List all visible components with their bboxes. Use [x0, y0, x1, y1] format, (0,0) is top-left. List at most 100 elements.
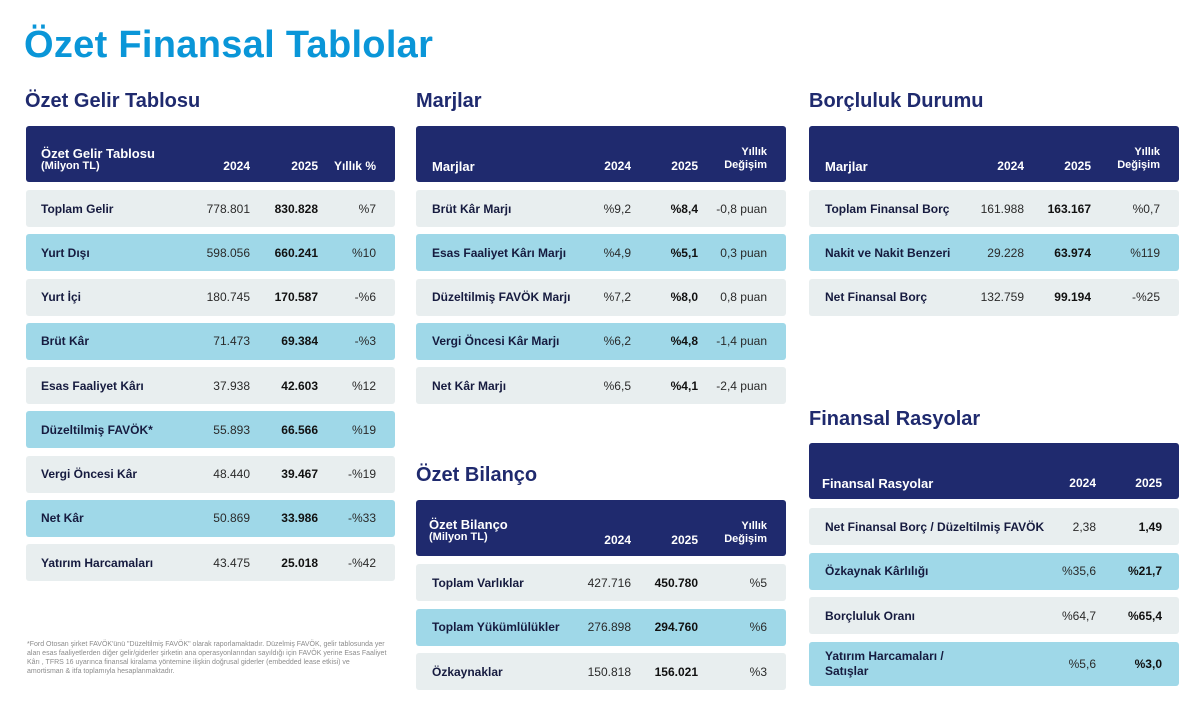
balance-table-row: Özkaynaklar 150.818 156.021 %3 — [416, 653, 786, 690]
income-header-label: Özet Gelir Tablosu (Milyon TL) — [41, 146, 155, 172]
income-row-label: Brüt Kâr — [41, 334, 90, 349]
ratios-section-title: Finansal Rasyolar — [809, 408, 981, 430]
balance-table-header: Özet Bilanço (Milyon TL) 2024 2025 Yıllı… — [416, 500, 786, 556]
balance-header-2024: 2024 — [604, 533, 631, 547]
income-row-v2024: 55.893 — [213, 422, 250, 437]
ratios-row-v2024: 2,38 — [1072, 519, 1096, 534]
margins-row-v2024: %6,2 — [603, 334, 631, 349]
margins-row-v2024: %7,2 — [603, 290, 631, 304]
ratios-row-v2024: %35,6 — [1061, 564, 1096, 578]
margins-table-row: Esas Faaliyet Kârı Marjı %4,9 %5,1 0,3 puan — [416, 234, 786, 272]
income-row-v2025: 660.241 — [274, 245, 318, 260]
debt-table-row: Net Finansal Borç 132.759 99.194 -%25 — [809, 278, 1179, 316]
margins-row-change: 0,3 puan — [720, 245, 767, 260]
footnote: *Ford Otosan şirket FAVÖK'ünü "Düzeltilm… — [27, 641, 387, 675]
debt-section-title: Borçluluk Durumu — [809, 90, 984, 112]
debt-header-2025: 2025 — [1064, 159, 1091, 173]
margins-header-2024: 2024 — [604, 159, 631, 173]
income-header-2025: 2025 — [291, 159, 318, 173]
income-row-v2024: 50.869 — [213, 511, 250, 526]
ratios-row-v2025: %21,7 — [1127, 564, 1162, 578]
ratios-header-2025: 2025 — [1135, 476, 1162, 490]
income-table-row: Esas Faaliyet Kârı 37.938 42.603 %12 — [26, 367, 395, 404]
income-row-change: -%33 — [347, 511, 376, 526]
margins-row-v2024: %9,2 — [603, 201, 631, 216]
income-row-change: -%3 — [354, 334, 376, 349]
income-row-change: %10 — [351, 245, 376, 260]
balance-table-row: Toplam Varlıklar 427.716 450.780 %5 — [416, 564, 786, 601]
ratios-row-label: Özkaynak Kârlılığı — [825, 564, 929, 578]
debt-row-label: Toplam Finansal Borç — [825, 201, 950, 216]
debt-table-header: Marjlar 2024 2025 Yıllık Değişim — [809, 126, 1179, 182]
income-row-change: -%6 — [354, 290, 376, 304]
ratios-row-v2024: %64,7 — [1061, 608, 1096, 623]
ratios-table-row: Özkaynak Kârlılığı %35,6 %21,7 — [809, 552, 1179, 590]
income-table-row: Vergi Öncesi Kâr 48.440 39.467 -%19 — [26, 455, 395, 493]
income-row-v2025: 39.467 — [281, 467, 318, 481]
income-row-label: Esas Faaliyet Kârı — [41, 378, 144, 393]
balance-header-2025: 2025 — [671, 533, 698, 547]
income-table-row: Toplam Gelir 778.801 830.828 %7 — [26, 190, 395, 227]
income-row-label: Yurt İçi — [41, 290, 82, 304]
balance-row-v2025: 294.760 — [654, 620, 698, 634]
ratios-row-label: Borçluluk Oranı — [825, 608, 916, 623]
balance-header-change: Yıllık Değişim — [724, 520, 767, 545]
income-row-v2024: 37.938 — [213, 378, 250, 393]
income-row-change: %19 — [351, 422, 376, 437]
balance-header-label: Özet Bilanço (Milyon TL) — [429, 517, 508, 543]
margins-table-row: Net Kâr Marjı %6,5 %4,1 -2,4 puan — [416, 367, 786, 404]
page-title: Özet Finansal Tablolar — [24, 24, 434, 66]
debt-row-v2025: 163.167 — [1047, 201, 1091, 216]
debt-header-label: Marjlar — [825, 159, 868, 174]
margins-row-label: Vergi Öncesi Kâr Marjı — [432, 334, 560, 349]
income-row-change: %7 — [358, 201, 376, 216]
balance-row-change: %3 — [749, 664, 767, 679]
ratios-table-row: Yatırım Harcamaları / Satışlar %5,6 %3,0 — [809, 641, 1179, 686]
ratios-row-label: Net Finansal Borç / Düzeltilmiş FAVÖK — [825, 519, 1045, 534]
debt-row-v2024: 132.759 — [980, 290, 1024, 304]
income-row-v2025: 830.828 — [274, 201, 318, 216]
margins-row-v2024: %4,9 — [603, 245, 631, 260]
margins-table-row: Brüt Kâr Marjı %9,2 %8,4 -0,8 puan — [416, 190, 786, 227]
income-row-v2025: 25.018 — [281, 555, 318, 570]
margins-row-v2025: %5,1 — [670, 245, 698, 260]
income-row-change: %12 — [351, 378, 376, 393]
income-header-2024: 2024 — [223, 159, 250, 173]
income-row-v2025: 170.587 — [274, 290, 318, 304]
margins-row-label: Esas Faaliyet Kârı Marjı — [432, 245, 567, 260]
income-table-row: Yatırım Harcamaları 43.475 25.018 -%42 — [26, 544, 395, 581]
margins-table-row: Vergi Öncesi Kâr Marjı %6,2 %4,8 -1,4 puan — [416, 322, 786, 360]
ratios-table-row: Net Finansal Borç / Düzeltilmiş FAVÖK 2,3… — [809, 508, 1179, 545]
margins-row-label: Düzeltilmiş FAVÖK Marjı — [432, 290, 571, 304]
income-row-label: Net Kâr — [41, 511, 84, 526]
income-row-change: -%42 — [347, 555, 376, 570]
income-row-label: Toplam Gelir — [41, 201, 114, 216]
ratios-row-v2024: %5,6 — [1068, 656, 1096, 671]
debt-table-row: Toplam Finansal Borç 161.988 163.167 %0,7 — [809, 190, 1179, 227]
margins-row-v2025: %8,4 — [670, 201, 698, 216]
balance-row-change: %5 — [749, 575, 767, 590]
debt-row-change: %119 — [1130, 245, 1160, 260]
margins-row-v2025: %4,1 — [670, 378, 698, 393]
margins-header-2025: 2025 — [671, 159, 698, 173]
income-row-v2025: 33.986 — [281, 511, 318, 526]
income-table-row: Yurt İçi 180.745 170.587 -%6 — [26, 278, 395, 316]
income-table-row: Düzeltilmiş FAVÖK* 55.893 66.566 %19 — [26, 411, 395, 449]
ratios-table-header: Finansal Rasyolar 2024 2025 — [809, 443, 1179, 499]
income-table-header: Özet Gelir Tablosu (Milyon TL) 2024 2025… — [26, 126, 395, 182]
margins-header-label: Marjlar — [432, 159, 475, 174]
margins-header-change: Yıllık Değişim — [724, 146, 767, 171]
margins-row-v2025: %8,0 — [670, 290, 698, 304]
balance-row-v2024: 276.898 — [587, 620, 631, 634]
margins-row-change: 0,8 puan — [720, 290, 767, 304]
income-table-row: Net Kâr 50.869 33.986 -%33 — [26, 499, 395, 537]
balance-row-v2024: 427.716 — [587, 575, 631, 590]
income-table-row: Brüt Kâr 71.473 69.384 -%3 — [26, 322, 395, 360]
ratios-row-label: Yatırım Harcamaları / Satışlar — [825, 648, 944, 678]
income-row-change: -%19 — [347, 467, 376, 481]
income-row-v2024: 48.440 — [213, 467, 250, 481]
margins-row-v2025: %4,8 — [670, 334, 698, 349]
ratios-row-v2025: %3,0 — [1134, 656, 1162, 671]
margins-row-label: Net Kâr Marjı — [432, 378, 507, 393]
margins-row-v2024: %6,5 — [603, 378, 631, 393]
